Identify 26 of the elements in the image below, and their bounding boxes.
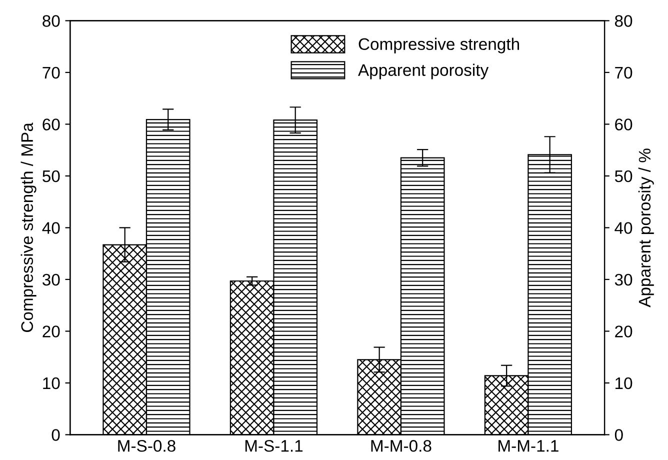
y-axis-title: Compressive strength / MPa [20, 122, 36, 332]
y2-tick-label: 40 [614, 222, 632, 234]
y2-tick-label: 80 [614, 15, 632, 27]
y-tick-label: 70 [42, 66, 60, 79]
y-tick-label: 60 [42, 118, 60, 130]
y-tick-label: 40 [42, 222, 60, 234]
y2-tick-label: 20 [615, 326, 632, 338]
y2-tick-label: 30 [614, 274, 632, 286]
y-tick-label: 30 [42, 274, 60, 286]
y2-tick-label: 50 [614, 170, 632, 182]
legend-label: Compressive strength [358, 38, 519, 54]
y-tick-label: 10 [43, 377, 60, 390]
y-tick-label: 50 [42, 170, 60, 182]
y2-tick-label: 10 [616, 377, 632, 390]
y-tick-label: 80 [42, 15, 60, 27]
y-tick-label: 0 [52, 429, 60, 441]
x-tick-label: M-M-1.1 [498, 440, 558, 452]
y-tick-label: 20 [42, 326, 60, 338]
x-tick-label: M-S-0.8 [118, 440, 176, 452]
x-tick-label: M-M-0.8 [371, 440, 432, 452]
y2-tick-label: 0 [614, 429, 623, 441]
y2-axis-title: Apparent porosity / % [638, 148, 654, 308]
y2-tick-label: 70 [615, 66, 632, 79]
y2-tick-label: 60 [615, 118, 632, 130]
x-tick-label: M-S-1.1 [245, 440, 303, 452]
legend-label: Apparent porosity [358, 64, 489, 80]
